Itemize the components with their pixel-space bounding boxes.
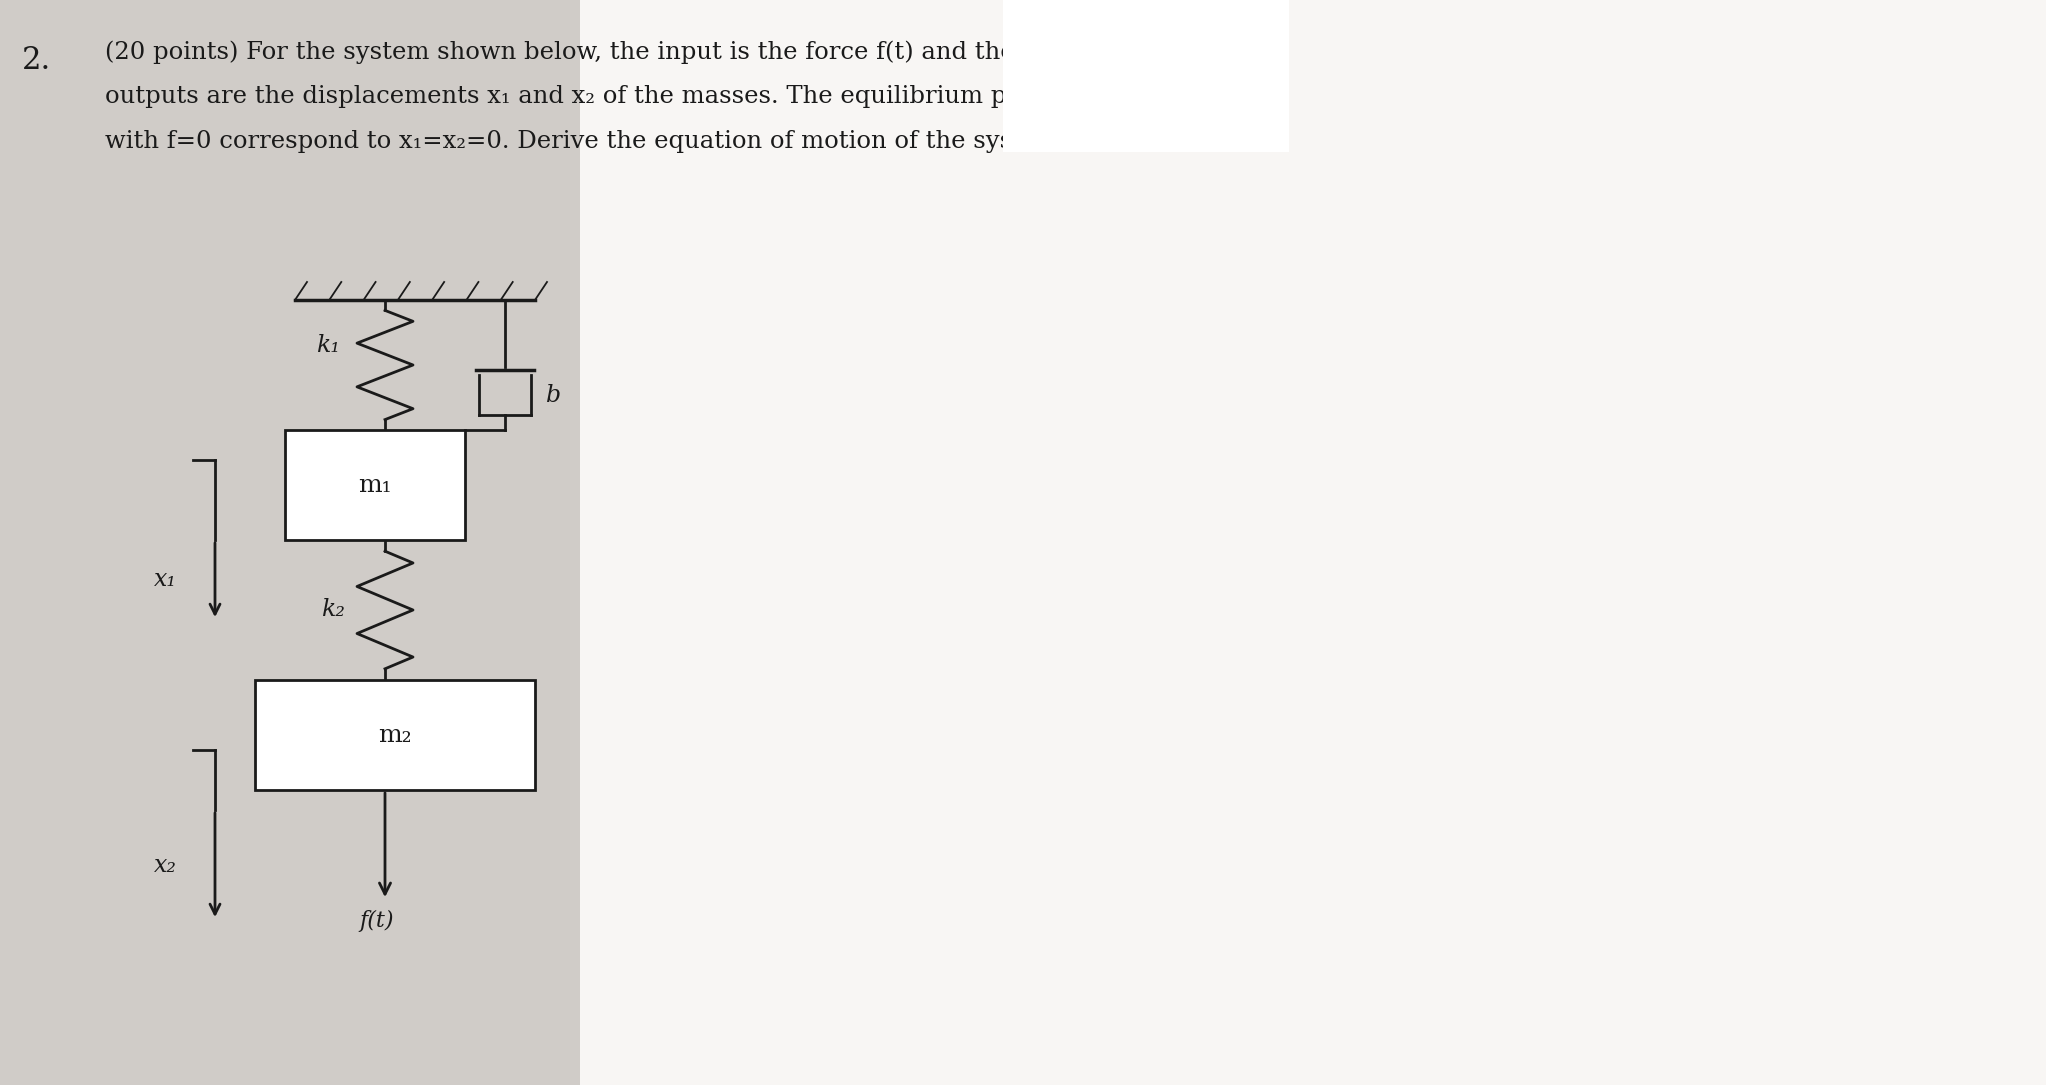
Text: outputs are the displacements x₁ and x₂ of the masses. The equilibrium positions: outputs are the displacements x₁ and x₂ … bbox=[104, 85, 1101, 108]
Bar bbox=[284, 430, 464, 540]
Text: x₁: x₁ bbox=[153, 569, 178, 591]
Text: f(t): f(t) bbox=[360, 910, 395, 932]
Bar bbox=[256, 680, 534, 790]
Text: with f=0 correspond to x₁=x₂=0. Derive the equation of motion of the system.: with f=0 correspond to x₁=x₂=0. Derive t… bbox=[104, 130, 1068, 153]
Text: b: b bbox=[546, 383, 561, 407]
Text: k₁: k₁ bbox=[317, 333, 340, 357]
Text: k₂: k₂ bbox=[321, 599, 346, 622]
Text: m₂: m₂ bbox=[379, 724, 411, 746]
Text: (20 points) For the system shown below, the input is the force f(t) and the: (20 points) For the system shown below, … bbox=[104, 40, 1015, 64]
Text: m₁: m₁ bbox=[358, 473, 393, 497]
Text: x₂: x₂ bbox=[153, 854, 178, 877]
Bar bbox=[1003, 0, 1289, 152]
Bar bbox=[579, 0, 2046, 1085]
Text: 2.: 2. bbox=[23, 44, 51, 76]
